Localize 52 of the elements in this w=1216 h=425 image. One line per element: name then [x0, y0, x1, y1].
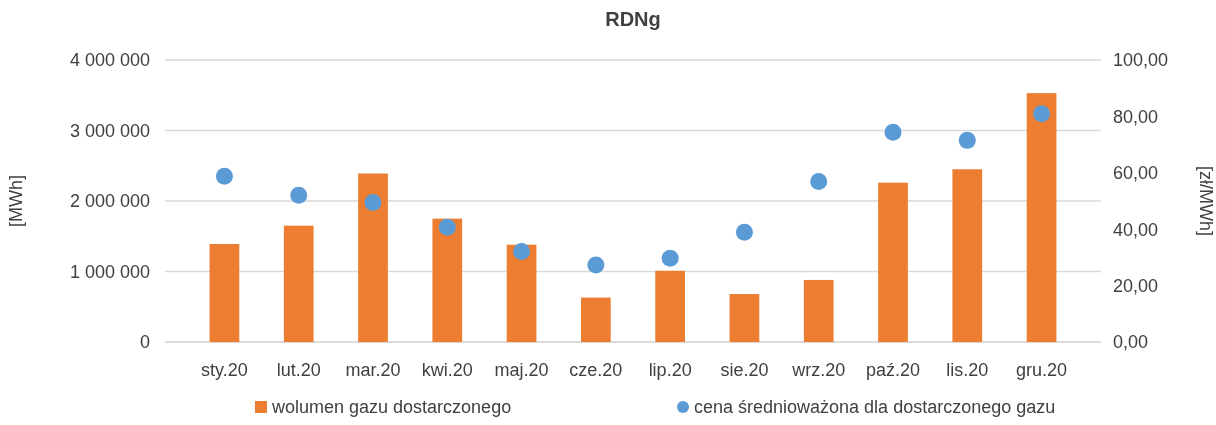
- x-tick-label: sty.20: [201, 360, 248, 380]
- x-tick-label: gru.20: [1016, 360, 1068, 380]
- y-tick-label: 2 000 000: [69, 191, 150, 212]
- point: [513, 242, 531, 260]
- y2-tick-label: 80,00: [1113, 106, 1159, 127]
- x-tick-label: cze.20: [569, 360, 623, 380]
- chart-title: RDNg: [605, 8, 661, 30]
- bar: [358, 173, 388, 342]
- y-tick-label: 1 000 000: [69, 261, 150, 282]
- y2-axis-title: [zł/MWh]: [1196, 166, 1216, 236]
- point: [661, 249, 679, 267]
- x-tick-label: mar.20: [345, 360, 401, 380]
- point: [215, 167, 233, 185]
- point: [364, 193, 382, 211]
- bar: [432, 218, 463, 342]
- bar: [581, 297, 611, 342]
- bar: [729, 294, 760, 342]
- y-axis-title: [MWh]: [6, 175, 26, 227]
- x-tick-label: paź.20: [865, 360, 921, 380]
- point: [810, 173, 828, 191]
- point: [735, 223, 753, 241]
- y-tick-label: 0: [139, 332, 150, 353]
- bar: [283, 225, 314, 342]
- x-tick-label: lis.20: [946, 360, 989, 380]
- point: [438, 218, 456, 236]
- bar: [506, 244, 537, 342]
- x-tick-label: maj.20: [494, 360, 549, 380]
- x-tick-label: lut.20: [276, 360, 321, 380]
- x-tick-label: sie.20: [720, 360, 769, 380]
- x-tick-label: kwi.20: [421, 360, 473, 380]
- y2-tick-label: 100,00: [1113, 50, 1169, 71]
- legend-label: wolumen gazu dostarczonego: [271, 397, 512, 417]
- x-tick-label: wrz.20: [791, 360, 846, 380]
- bar: [209, 244, 240, 342]
- x-tick-label: lip.20: [648, 360, 692, 380]
- bar: [952, 169, 983, 342]
- y-tick-label: 4 000 000: [69, 50, 150, 71]
- y2-tick-label: 60,00: [1113, 163, 1159, 184]
- legend-label: cena średnioważona dla dostarczonego gazu: [694, 397, 1056, 417]
- y-tick-label: 3 000 000: [69, 120, 150, 141]
- point: [884, 123, 902, 141]
- bar: [878, 182, 908, 342]
- point: [290, 186, 308, 204]
- point: [587, 256, 605, 274]
- bar: [1026, 93, 1057, 342]
- point: [958, 131, 976, 149]
- point: [1033, 105, 1051, 123]
- bar: [655, 270, 685, 342]
- y2-tick-label: 0,00: [1113, 332, 1149, 353]
- bar: [803, 279, 834, 342]
- y2-tick-label: 20,00: [1113, 275, 1159, 296]
- y2-tick-label: 40,00: [1113, 219, 1159, 240]
